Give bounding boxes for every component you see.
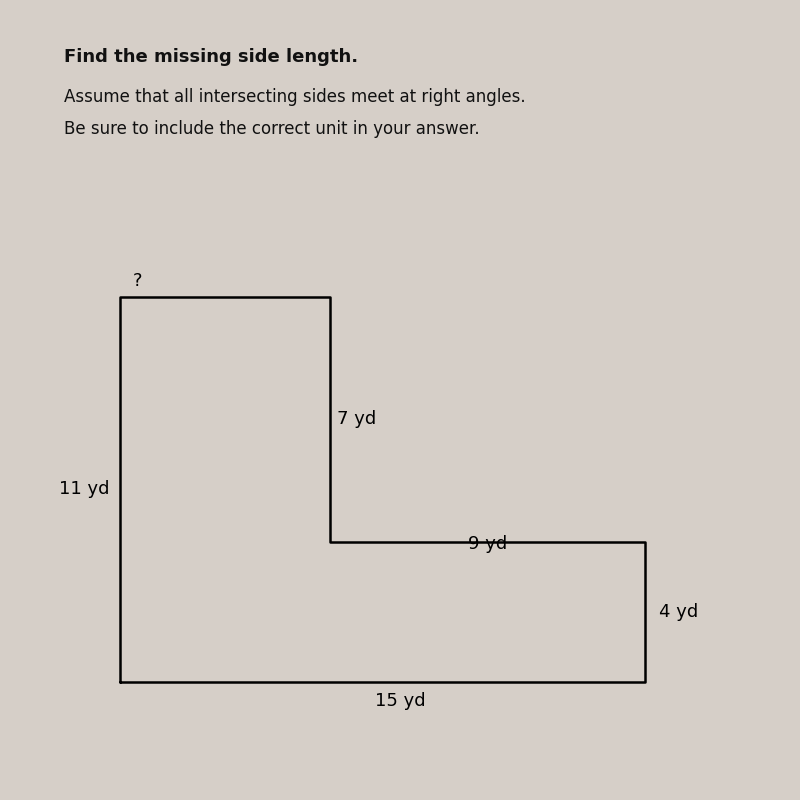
Text: 7 yd: 7 yd xyxy=(337,410,376,429)
Text: 11 yd: 11 yd xyxy=(59,481,110,498)
Text: 15 yd: 15 yd xyxy=(374,693,426,710)
Text: 4 yd: 4 yd xyxy=(659,603,698,621)
Text: 9 yd: 9 yd xyxy=(468,535,507,553)
Text: Find the missing side length.: Find the missing side length. xyxy=(64,48,358,66)
Text: Be sure to include the correct unit in your answer.: Be sure to include the correct unit in y… xyxy=(64,120,480,138)
Text: ?: ? xyxy=(133,272,142,290)
Text: Assume that all intersecting sides meet at right angles.: Assume that all intersecting sides meet … xyxy=(64,88,526,106)
